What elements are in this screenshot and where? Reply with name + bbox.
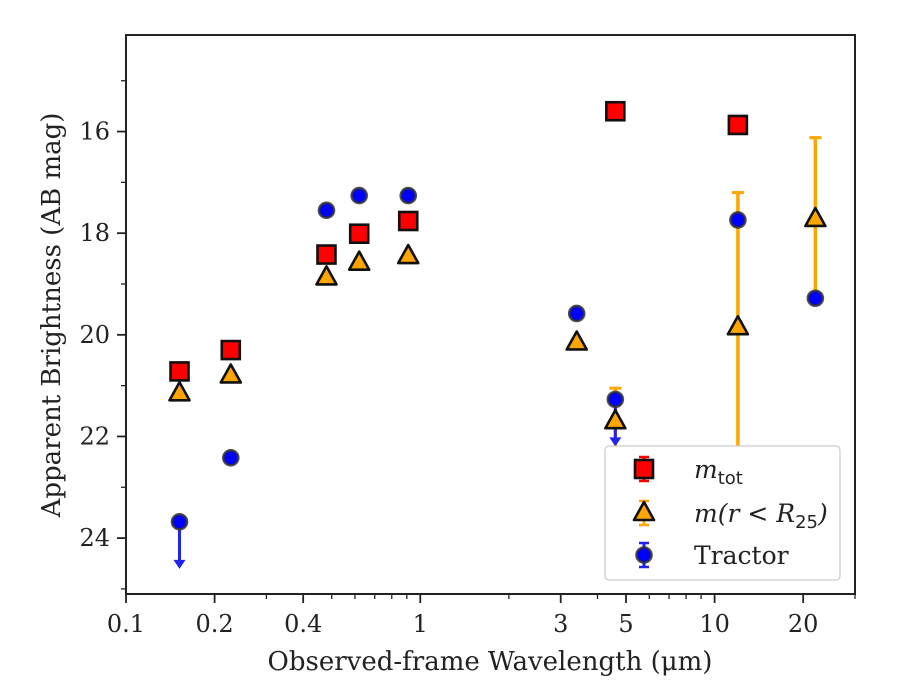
mtot-point: [348, 223, 370, 244]
tractor-point: [806, 289, 825, 308]
y-tick-label: 24: [79, 524, 110, 552]
y-tick-label: 16: [79, 118, 110, 146]
x-tick-label: 0.1: [107, 610, 145, 638]
mr25-point: [347, 250, 371, 271]
legend-marker-mtot: [633, 458, 655, 480]
series-mr25: [168, 206, 827, 430]
mr25-point: [315, 265, 338, 286]
tractor-point: [399, 186, 418, 205]
mtot-point: [727, 114, 749, 136]
mr25-point: [396, 243, 420, 265]
x-tick-label: 3: [553, 610, 568, 638]
upper-limit-arrowhead: [609, 437, 622, 447]
mr25-point: [565, 330, 589, 351]
legend: mtot m(r < R25) Tractor: [604, 445, 841, 581]
legend-marker-mr25: [632, 500, 656, 522]
x-tick-label: 0.4: [284, 610, 322, 638]
mr25-point: [726, 314, 750, 336]
x-tick-label: 20: [788, 610, 819, 638]
x-axis: 0.1 0.2 0.4 1 3 5 10 20: [107, 594, 856, 638]
mtot-point: [316, 244, 337, 265]
y-tick-label: 18: [79, 219, 110, 247]
y-tick-label: 22: [79, 422, 110, 450]
tractor-point: [350, 186, 368, 205]
legend-label-tractor: Tractor: [694, 541, 789, 570]
x-axis-label: Observed-frame Wavelength (μm): [268, 647, 713, 677]
legend-label-mr25: m(r < R25): [694, 499, 828, 533]
mtot-point: [605, 100, 626, 122]
legend-label-mtot: mtot: [694, 455, 743, 489]
y-axis-label: Apparent Brightness (AB mag): [37, 113, 67, 519]
tractor-point: [170, 513, 189, 531]
mtot-point: [220, 339, 242, 361]
y-axis: 16 18 20 22 24: [79, 80, 126, 590]
data-series: [168, 100, 827, 569]
legend-marker-tractor: [635, 546, 653, 564]
tractor-point: [606, 390, 625, 409]
mr25-point: [168, 380, 191, 402]
y-tick-label: 20: [79, 321, 110, 349]
mr25-point: [604, 408, 627, 430]
upper-limit-arrowhead: [173, 559, 186, 569]
series-mtot: [169, 100, 749, 382]
mr25-point: [219, 363, 243, 384]
x-tick-label: 5: [618, 610, 633, 638]
x-tick-label: 10: [699, 610, 730, 638]
mr25-point: [804, 206, 827, 228]
series-tractor: [170, 186, 825, 531]
x-tick-label: 0.2: [196, 610, 234, 638]
mtot-point: [169, 361, 190, 382]
tractor-point: [317, 201, 336, 220]
tractor-point: [221, 449, 240, 467]
x-tick-label: 1: [413, 610, 428, 638]
tractor-point: [729, 211, 747, 229]
legend-box: [604, 445, 841, 581]
tractor-point: [567, 304, 586, 323]
mtot-point: [397, 210, 419, 232]
